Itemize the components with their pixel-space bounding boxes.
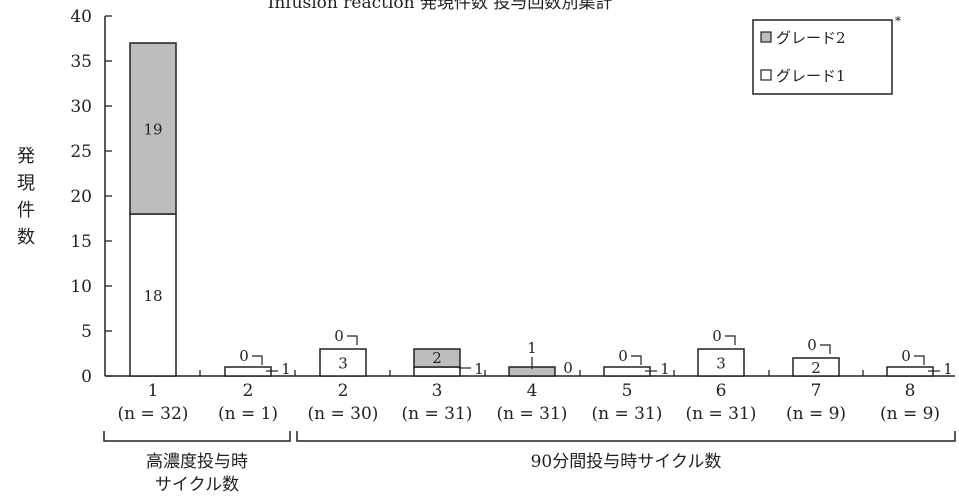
data-label-grade2: 0 — [807, 336, 817, 354]
data-label-grade1: 2 — [811, 359, 821, 377]
data-label-grade2: 0 — [712, 327, 722, 345]
x-category-label: 7 — [811, 381, 822, 401]
x-category-n: (n = 9) — [880, 404, 940, 424]
group-bracket — [103, 431, 291, 442]
legend-marker: * — [895, 14, 901, 28]
group-label: 高濃度投与時 — [146, 452, 248, 472]
x-category-label: 8 — [905, 381, 916, 401]
x-category-label: 6 — [716, 381, 727, 401]
y-tick-label: 5 — [81, 322, 92, 342]
y-axis-label-char: 発 — [17, 146, 35, 167]
y-axis-label-char: 件 — [17, 200, 35, 221]
data-label-grade1: 3 — [716, 355, 726, 373]
label-leader-line — [820, 344, 831, 354]
bar-grade1 — [319, 348, 367, 377]
x-category-label: 3 — [432, 381, 443, 401]
bar-grade1 — [224, 366, 272, 377]
legend-swatch-grade2 — [760, 31, 772, 43]
y-axis-label: 発現件数 — [17, 146, 35, 248]
x-category-n: (n = 31) — [497, 404, 568, 424]
data-label-grade2: 0 — [618, 347, 628, 365]
data-label-grade1: 1 — [474, 360, 484, 378]
x-category-label: 5 — [622, 381, 633, 401]
y-tick-label: 40 — [70, 7, 92, 27]
y-tick-label: 20 — [70, 187, 92, 207]
bar-grade2 — [129, 42, 177, 215]
legend: グレード2 グレード1 * — [752, 14, 901, 95]
bar-grade1 — [413, 366, 461, 377]
y-tick-label: 30 — [70, 97, 92, 117]
data-label-grade2: 1 — [527, 339, 537, 357]
legend-box — [752, 19, 893, 95]
y-axis-label-char: 数 — [17, 227, 35, 248]
data-label-grade2: 0 — [334, 327, 344, 345]
label-leader-line — [725, 335, 736, 345]
bars — [129, 42, 934, 377]
y-tick-label: 10 — [70, 277, 92, 297]
data-label-grade2: 2 — [432, 349, 442, 367]
y-axis-label-char: 現 — [17, 173, 35, 194]
data-labels: 19 18 0 1 3 0 2 1 1 0 0 1 3 0 2 0 0 1 — [143, 121, 952, 379]
x-category-n: (n = 1) — [218, 404, 278, 424]
group-label: 90分間投与時サイクル数 — [531, 452, 722, 472]
data-label-grade2: 0 — [901, 347, 911, 365]
y-tick-label: 15 — [70, 232, 92, 252]
legend-swatch-grade1 — [760, 69, 772, 81]
label-leader-line — [914, 355, 925, 365]
x-category-n: (n = 30) — [308, 404, 379, 424]
label-leader-line — [631, 355, 642, 365]
bar-grade1 — [792, 357, 840, 377]
y-tick-label: 0 — [81, 367, 92, 387]
bar-grade1 — [886, 366, 934, 377]
y-tick-label: 35 — [70, 52, 92, 72]
data-label-grade2: 19 — [143, 121, 162, 139]
x-category-n: (n = 31) — [592, 404, 663, 424]
data-label-grade1: 1 — [660, 360, 670, 378]
legend-label-grade1: グレード1 — [776, 67, 846, 85]
data-label-grade1: 3 — [338, 355, 348, 373]
data-label-grade1: 1 — [281, 360, 291, 378]
group-bracket — [296, 431, 956, 442]
label-leader-line — [347, 335, 358, 345]
chart-title: Infusion reaction 発現件数 投与回数別集計 — [268, 0, 613, 13]
x-category-label: 4 — [527, 381, 538, 401]
data-label-grade1: 0 — [563, 359, 573, 377]
x-category-label: 2 — [338, 381, 349, 401]
bar-grade1 — [697, 348, 745, 377]
x-category-n: (n = 32) — [118, 404, 189, 424]
bar-grade1 — [129, 213, 177, 377]
data-label-grade1: 18 — [143, 287, 162, 305]
data-label-grade2: 0 — [239, 347, 249, 365]
label-leader-line — [252, 355, 263, 365]
x-category-label: 1 — [148, 381, 159, 401]
bar-grade1 — [603, 366, 651, 377]
x-axis-categories: 1 (n = 32) 2 (n = 1) 2 (n = 30) 3 (n = 31) 4 (n =… — [118, 381, 941, 424]
group-label: サイクル数 — [155, 475, 239, 495]
x-category-n: (n = 31) — [402, 404, 473, 424]
x-category-label: 2 — [243, 381, 254, 401]
x-category-n: (n = 31) — [686, 404, 757, 424]
data-label-grade1: 1 — [943, 360, 953, 378]
legend-label-grade2: グレード2 — [776, 29, 846, 47]
bar-grade2 — [413, 348, 461, 368]
x-category-n: (n = 9) — [786, 404, 846, 424]
y-tick-label: 25 — [70, 142, 92, 162]
